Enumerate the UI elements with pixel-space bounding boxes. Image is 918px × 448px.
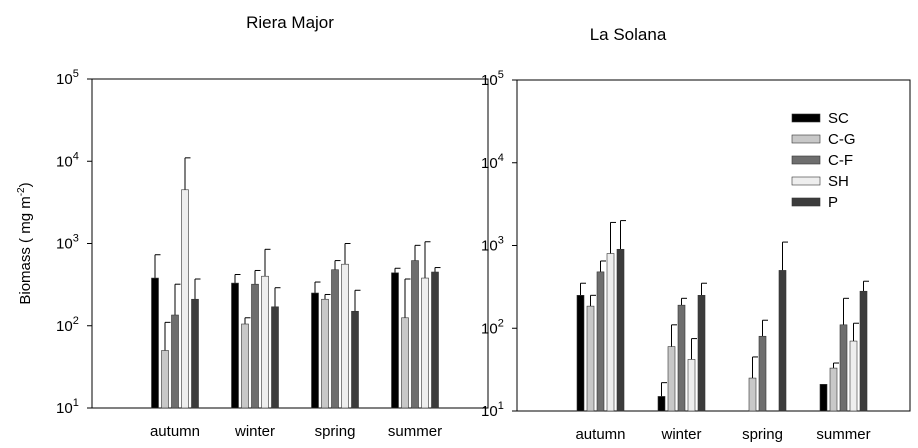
y-tick-label: 105: [481, 69, 504, 89]
x-tick-label: spring: [315, 423, 356, 440]
legend-label: SH: [828, 173, 849, 190]
y-tick-label: 103: [56, 233, 79, 253]
bar: [431, 271, 439, 409]
y-tick-label: 104: [481, 152, 504, 172]
y-tick-base: 10: [56, 318, 73, 335]
bar: [181, 189, 189, 409]
bar: [331, 269, 339, 409]
bar: [758, 335, 767, 412]
bar: [778, 270, 787, 412]
y-tick-base: 10: [56, 71, 73, 88]
legend-label: P: [828, 194, 838, 211]
bar: [586, 305, 595, 412]
legend-swatch: [791, 113, 821, 123]
x-tick-label: autumn: [150, 423, 200, 440]
bar: [687, 359, 696, 412]
y-label-sup: -2: [16, 187, 27, 196]
bar: [576, 295, 585, 412]
bar: [391, 272, 399, 409]
y-tick-label: 105: [56, 68, 79, 88]
y-tick-exponent: 3: [498, 235, 504, 247]
y-label-end: ): [17, 182, 34, 187]
bar: [351, 310, 359, 409]
y-tick-base: 10: [56, 153, 73, 170]
bar: [657, 396, 666, 412]
bar: [241, 323, 249, 409]
y-tick-base: 10: [481, 155, 498, 172]
bar: [616, 248, 625, 412]
y-tick-label: 101: [481, 400, 504, 420]
y-tick-label: 102: [481, 317, 504, 337]
y-tick-base: 10: [481, 320, 498, 337]
bar: [151, 277, 159, 409]
y-tick-exponent: 2: [73, 315, 79, 327]
y-tick-exponent: 4: [73, 150, 79, 162]
bar: [341, 263, 349, 409]
y-tick-exponent: 1: [498, 400, 504, 412]
legend-swatch: [791, 176, 821, 186]
bar: [171, 314, 179, 409]
bar: [677, 304, 686, 412]
x-tick-label: autumn: [575, 426, 625, 443]
y-tick-base: 10: [481, 403, 498, 420]
x-tick-label: spring: [742, 426, 783, 443]
bar: [839, 324, 848, 412]
chart-title: Riera Major: [246, 13, 334, 32]
bar: [606, 253, 615, 412]
y-tick-base: 10: [56, 236, 73, 253]
bar: [859, 290, 868, 412]
y-tick-exponent: 5: [498, 69, 504, 81]
y-tick-base: 10: [481, 72, 498, 89]
legend-swatch: [791, 197, 821, 207]
y-tick-exponent: 5: [73, 68, 79, 80]
bar: [748, 377, 757, 412]
bar: [411, 260, 419, 409]
y-tick-exponent: 3: [73, 233, 79, 245]
bar: [261, 275, 269, 409]
legend-swatch: [791, 155, 821, 165]
bar: [191, 298, 199, 409]
bar: [271, 306, 279, 409]
y-tick-label: 101: [56, 397, 79, 417]
y-tick-exponent: 4: [498, 152, 504, 164]
y-tick-exponent: 2: [498, 317, 504, 329]
y-tick-label: 102: [56, 315, 79, 335]
bar: [596, 271, 605, 412]
y-tick-label: 103: [481, 235, 504, 255]
legend-label: SC: [828, 110, 849, 127]
bar: [667, 346, 676, 412]
y-tick-base: 10: [481, 238, 498, 255]
bar: [161, 350, 169, 409]
x-tick-label: winter: [234, 423, 275, 440]
x-tick-label: winter: [660, 426, 701, 443]
bar: [321, 298, 329, 409]
legend-label: C-G: [828, 131, 856, 148]
y-tick-label: 104: [56, 150, 79, 170]
y-tick-base: 10: [56, 400, 73, 417]
y-label-main: Biomass ( mg m: [17, 196, 34, 304]
bar: [819, 384, 828, 412]
bar: [849, 340, 858, 412]
x-tick-label: summer: [388, 423, 442, 440]
bar: [829, 367, 838, 412]
x-tick-label: summer: [816, 426, 870, 443]
chart-title: La Solana: [590, 25, 667, 44]
bar: [697, 295, 706, 412]
legend-swatch: [791, 134, 821, 144]
bar: [311, 292, 319, 409]
bar: [251, 283, 259, 409]
bar: [401, 317, 409, 409]
bar: [231, 282, 239, 409]
bar: [421, 277, 429, 409]
y-axis-label: Biomass ( mg m-2): [16, 182, 34, 304]
y-tick-exponent: 1: [73, 397, 79, 409]
legend-label: C-F: [828, 152, 853, 169]
